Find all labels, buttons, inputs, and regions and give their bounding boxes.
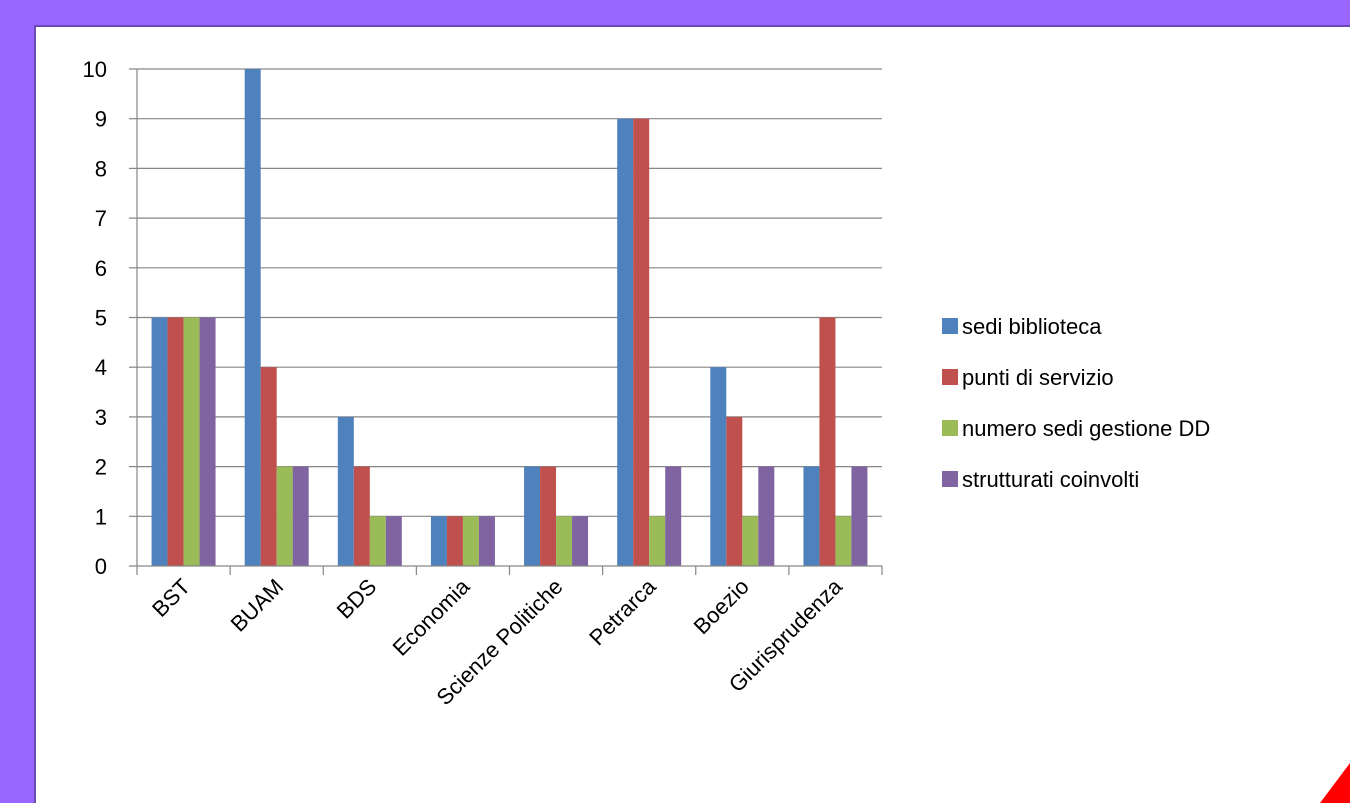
y-tick-label: 9: [95, 107, 107, 132]
bar-punti-di-servizio-0: [167, 317, 184, 566]
bar-numero-sedi-gestione-DD-7: [835, 516, 852, 566]
bar-sedi-biblioteca-7: [803, 466, 820, 566]
x-tick-label: Economia: [388, 573, 475, 660]
bar-strutturati-coinvolti-6: [758, 466, 775, 566]
legend-label: punti di servizio: [962, 365, 1114, 390]
y-tick-label: 4: [95, 355, 107, 380]
bar-sedi-biblioteca-2: [337, 416, 354, 566]
bar-strutturati-coinvolti-2: [385, 516, 402, 566]
bar-sedi-biblioteca-1: [244, 69, 261, 566]
bar-numero-sedi-gestione-DD-3: [462, 516, 479, 566]
y-tick-label: 6: [95, 256, 107, 281]
y-tick-label: 5: [95, 306, 107, 331]
bar-sedi-biblioteca-3: [430, 516, 447, 566]
legend-label: strutturati coinvolti: [962, 467, 1139, 492]
legend-label: numero sedi gestione DD: [962, 416, 1210, 441]
bar-strutturati-coinvolti-3: [478, 516, 495, 566]
x-tick-label: Petrarca: [584, 573, 661, 650]
bar-punti-di-servizio-7: [819, 317, 836, 566]
x-tick-label: BUAM: [226, 574, 289, 637]
y-tick-label: 2: [95, 455, 107, 480]
bar-punti-di-servizio-3: [446, 516, 463, 566]
y-tick-label: 8: [95, 156, 107, 181]
bar-numero-sedi-gestione-DD-0: [183, 317, 200, 566]
bar-numero-sedi-gestione-DD-1: [276, 466, 293, 566]
legend-label: sedi biblioteca: [962, 314, 1102, 339]
y-tick-label: 7: [95, 206, 107, 231]
bar-punti-di-servizio-4: [540, 466, 557, 566]
bar-sedi-biblioteca-6: [710, 367, 727, 566]
legend-swatch: [942, 471, 958, 487]
bar-numero-sedi-gestione-DD-2: [369, 516, 386, 566]
bar-strutturati-coinvolti-1: [292, 466, 309, 566]
bar-punti-di-servizio-5: [633, 118, 650, 566]
bar-sedi-biblioteca-4: [524, 466, 541, 566]
bar-sedi-biblioteca-5: [617, 118, 634, 566]
bar-numero-sedi-gestione-DD-5: [649, 516, 666, 566]
bar-strutturati-coinvolti-4: [572, 516, 589, 566]
y-tick-label: 10: [83, 57, 107, 82]
bar-sedi-biblioteca-0: [151, 317, 168, 566]
legend-swatch: [942, 420, 958, 436]
corner-accent: [1320, 763, 1350, 803]
bar-strutturati-coinvolti-7: [851, 466, 868, 566]
y-tick-label: 3: [95, 405, 107, 430]
legend-swatch: [942, 318, 958, 334]
legend-swatch: [942, 369, 958, 385]
bar-punti-di-servizio-1: [260, 367, 277, 566]
bar-strutturati-coinvolti-0: [199, 317, 216, 566]
bar-numero-sedi-gestione-DD-4: [556, 516, 573, 566]
bar-numero-sedi-gestione-DD-6: [742, 516, 759, 566]
x-tick-label: Boezio: [689, 574, 754, 639]
bar-punti-di-servizio-2: [353, 466, 370, 566]
bar-punti-di-servizio-6: [726, 416, 743, 566]
x-tick-label: BST: [147, 574, 195, 622]
x-tick-label: BDS: [332, 574, 382, 624]
bar-strutturati-coinvolti-5: [665, 466, 682, 566]
y-tick-label: 0: [95, 554, 107, 579]
y-tick-label: 1: [95, 504, 107, 529]
